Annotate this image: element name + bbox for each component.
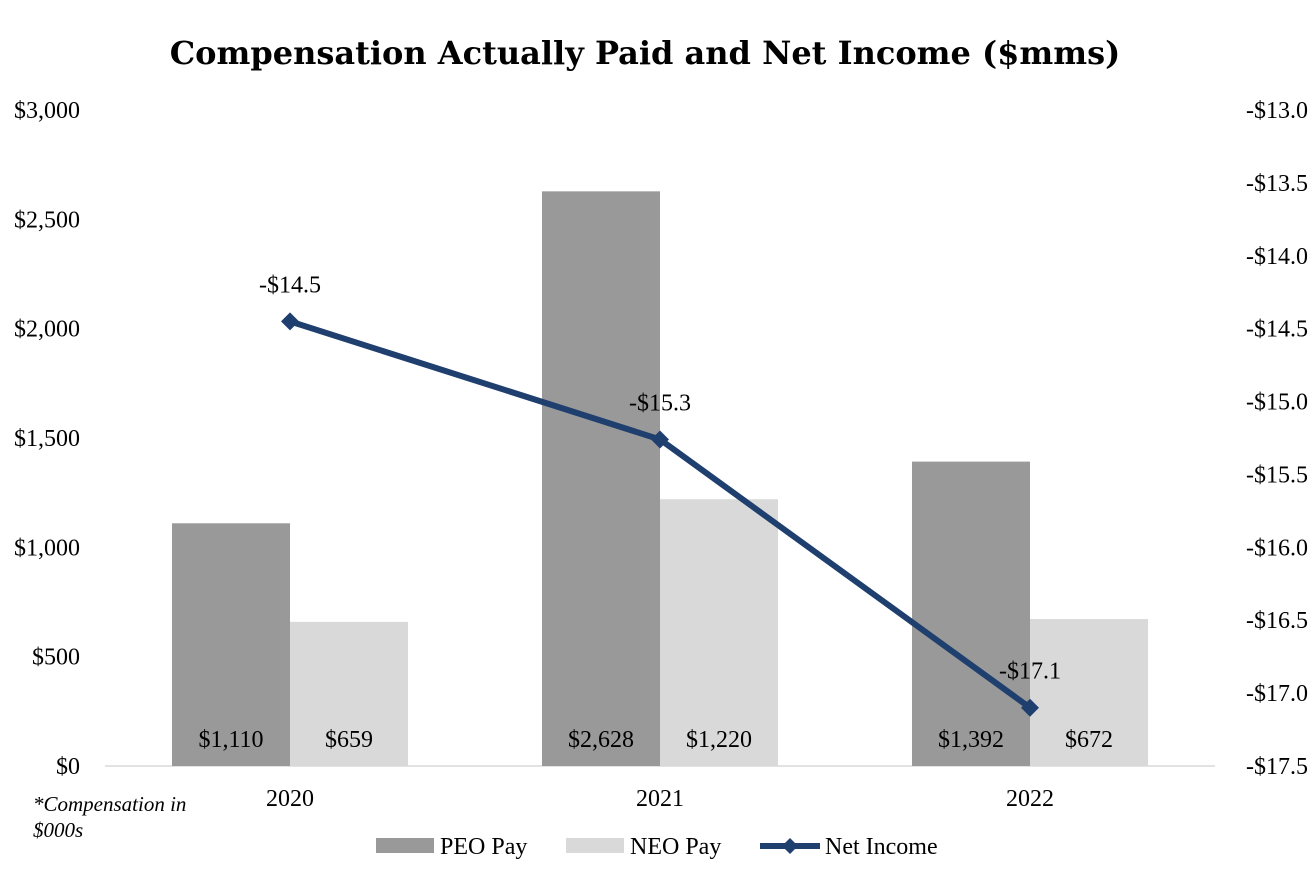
- right-axis-tick-label: -$13.0: [1246, 98, 1308, 124]
- net-income-data-label: -$15.3: [629, 390, 691, 416]
- left-axis-tick-label: $1,000: [14, 535, 80, 561]
- x-axis-tick-label: 2020: [266, 786, 314, 812]
- left-axis-tick-label: $500: [32, 645, 80, 671]
- bar-neo-pay: [660, 499, 778, 766]
- bar-data-label: $659: [325, 727, 373, 753]
- legend-marker-net-income: [782, 838, 798, 854]
- right-axis-tick-label: -$15.0: [1246, 390, 1308, 416]
- legend-label-net-income: Net Income: [825, 834, 938, 860]
- bar-data-label: $1,392: [938, 727, 1004, 753]
- right-axis-tick-label: -$17.0: [1246, 681, 1308, 707]
- bar-neo-pay: [290, 621, 408, 766]
- bar-peo-pay: [172, 523, 290, 766]
- chart-title: Compensation Actually Paid and Net Incom…: [170, 34, 1121, 72]
- bar-neo-pay: [1030, 619, 1148, 766]
- compensation-note: $000s: [33, 818, 83, 842]
- legend-swatch-neo-pay: [566, 838, 624, 853]
- left-axis-tick-label: $2,500: [14, 207, 80, 233]
- compensation-note: *Compensation in: [33, 792, 186, 816]
- left-axis-tick-label: $3,000: [14, 98, 80, 124]
- net-income-data-label: -$14.5: [259, 272, 321, 298]
- right-axis-tick-label: -$16.0: [1246, 535, 1308, 561]
- right-axis-tick-label: -$13.5: [1246, 171, 1308, 197]
- x-axis-tick-label: 2021: [636, 786, 684, 812]
- right-axis-tick-label: -$14.5: [1246, 317, 1308, 343]
- legend-label-peo-pay: PEO Pay: [440, 834, 527, 860]
- bar-data-label: $672: [1065, 727, 1113, 753]
- net-income-marker: [1021, 698, 1039, 717]
- net-income-data-label: -$17.1: [999, 659, 1061, 685]
- legend-swatch-peo-pay: [376, 838, 434, 853]
- net-income-marker: [281, 312, 299, 331]
- legend-label-neo-pay: NEO Pay: [630, 834, 721, 860]
- left-axis-tick-label: $0: [56, 754, 80, 780]
- bar-peo-pay: [542, 191, 660, 766]
- right-axis-tick-label: -$17.5: [1246, 754, 1308, 780]
- bar-peo-pay: [912, 461, 1030, 766]
- left-axis-tick-label: $1,500: [14, 426, 80, 452]
- bar-data-label: $1,220: [686, 727, 752, 753]
- right-axis-tick-label: -$15.5: [1246, 462, 1308, 488]
- x-axis-tick-label: 2022: [1006, 786, 1054, 812]
- bar-data-label: $2,628: [568, 727, 634, 753]
- bar-data-label: $1,110: [198, 727, 263, 753]
- right-axis-tick-label: -$14.0: [1246, 244, 1308, 270]
- right-axis-tick-label: -$16.5: [1246, 608, 1308, 634]
- net-income-marker: [651, 430, 669, 449]
- left-axis-tick-label: $2,000: [14, 317, 80, 343]
